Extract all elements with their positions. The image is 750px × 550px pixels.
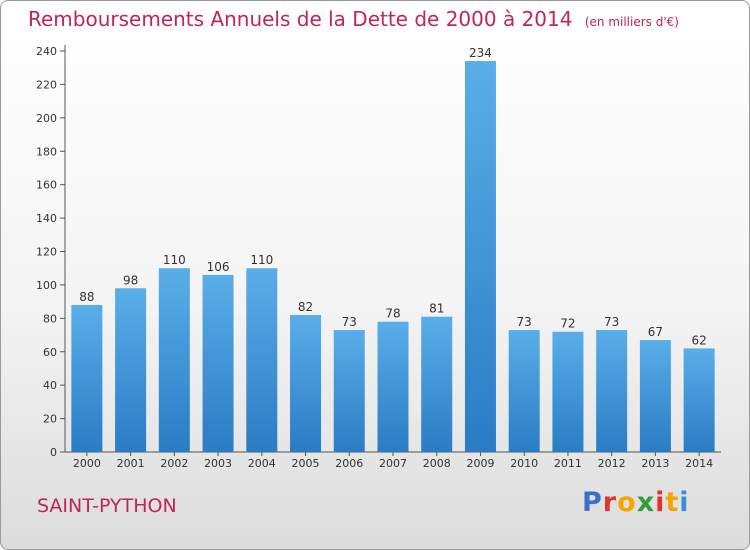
bar — [421, 316, 453, 452]
bar — [552, 331, 584, 452]
chart-title: Remboursements Annuels de la Dette de 20… — [28, 7, 679, 31]
y-tick-label: 160 — [36, 179, 57, 192]
x-tick-label: 2011 — [554, 457, 582, 470]
data-label: 78 — [385, 307, 400, 321]
axes: 0 20 40 60 80 100 120 140 160 180 200 220 240 2000 200… — [36, 45, 721, 470]
y-tick-label: 220 — [36, 78, 57, 91]
y-tick-label: 180 — [36, 145, 57, 158]
y-tick-label: 40 — [43, 379, 57, 392]
y-tick-label: 240 — [36, 45, 57, 58]
data-labels: 88 98 110 106 110 82 73 78 81 234 73 72 73 67 62 — [79, 46, 707, 347]
logo-letter: i — [679, 487, 690, 518]
proxiti-logo: Proxiti — [582, 487, 690, 518]
x-tick-label: 2005 — [292, 457, 320, 470]
data-label: 62 — [691, 333, 706, 347]
bar — [246, 268, 278, 452]
logo-letter: r — [602, 487, 618, 518]
y-tick-label: 140 — [36, 212, 57, 225]
data-label: 82 — [298, 300, 313, 314]
bar — [158, 268, 190, 452]
bar — [464, 61, 496, 453]
bar — [202, 274, 234, 452]
y-tick-label: 60 — [43, 346, 57, 359]
bar — [508, 330, 540, 452]
y-tick-label: 200 — [36, 112, 57, 125]
data-label: 234 — [469, 46, 492, 60]
data-label: 73 — [604, 315, 619, 329]
y-tick-label: 100 — [36, 279, 57, 292]
logo-letter: o — [617, 487, 637, 518]
x-tick-label: 2000 — [73, 457, 101, 470]
data-label: 81 — [429, 302, 444, 316]
title-text: Remboursements Annuels de la Dette de 20… — [28, 7, 573, 31]
bar — [71, 304, 103, 452]
y-tick-label: 20 — [43, 413, 57, 426]
data-label: 110 — [163, 253, 186, 267]
x-tick-label: 2014 — [685, 457, 713, 470]
x-tick-label: 2006 — [335, 457, 363, 470]
bar — [290, 314, 322, 452]
data-label: 73 — [342, 315, 357, 329]
x-tick-label: 2009 — [466, 457, 494, 470]
x-tick-label: 2012 — [598, 457, 626, 470]
x-tick-label: 2004 — [248, 457, 276, 470]
data-label: 67 — [648, 325, 663, 339]
x-tick-label: 2007 — [379, 457, 407, 470]
bar — [115, 288, 147, 452]
bar — [596, 330, 628, 452]
logo-letter: P — [582, 487, 603, 518]
bars — [71, 61, 715, 453]
x-tick-label: 2008 — [423, 457, 451, 470]
bar — [639, 340, 671, 452]
logo-letter: i — [655, 487, 666, 518]
x-tick-label: 2013 — [641, 457, 669, 470]
bar — [333, 330, 365, 452]
bar — [683, 348, 715, 452]
x-tick-label: 2003 — [204, 457, 232, 470]
logo-letter: x — [636, 487, 656, 518]
data-label: 106 — [207, 260, 230, 274]
x-tick-label: 2002 — [160, 457, 188, 470]
x-tick-label: 2001 — [117, 457, 145, 470]
title-unit: (en milliers d'€) — [584, 15, 679, 29]
data-label: 110 — [250, 253, 273, 267]
data-label: 73 — [517, 315, 532, 329]
data-label: 98 — [123, 273, 138, 287]
town-name: SAINT-PYTHON — [37, 495, 177, 517]
y-tick-label: 120 — [36, 246, 57, 259]
y-tick-label: 80 — [43, 312, 57, 325]
data-label: 72 — [560, 317, 575, 331]
x-tick-label: 2010 — [510, 457, 538, 470]
bar — [377, 321, 409, 452]
y-tick-label: 0 — [50, 446, 57, 459]
logo-letter: t — [665, 487, 680, 518]
data-label: 88 — [79, 290, 94, 304]
